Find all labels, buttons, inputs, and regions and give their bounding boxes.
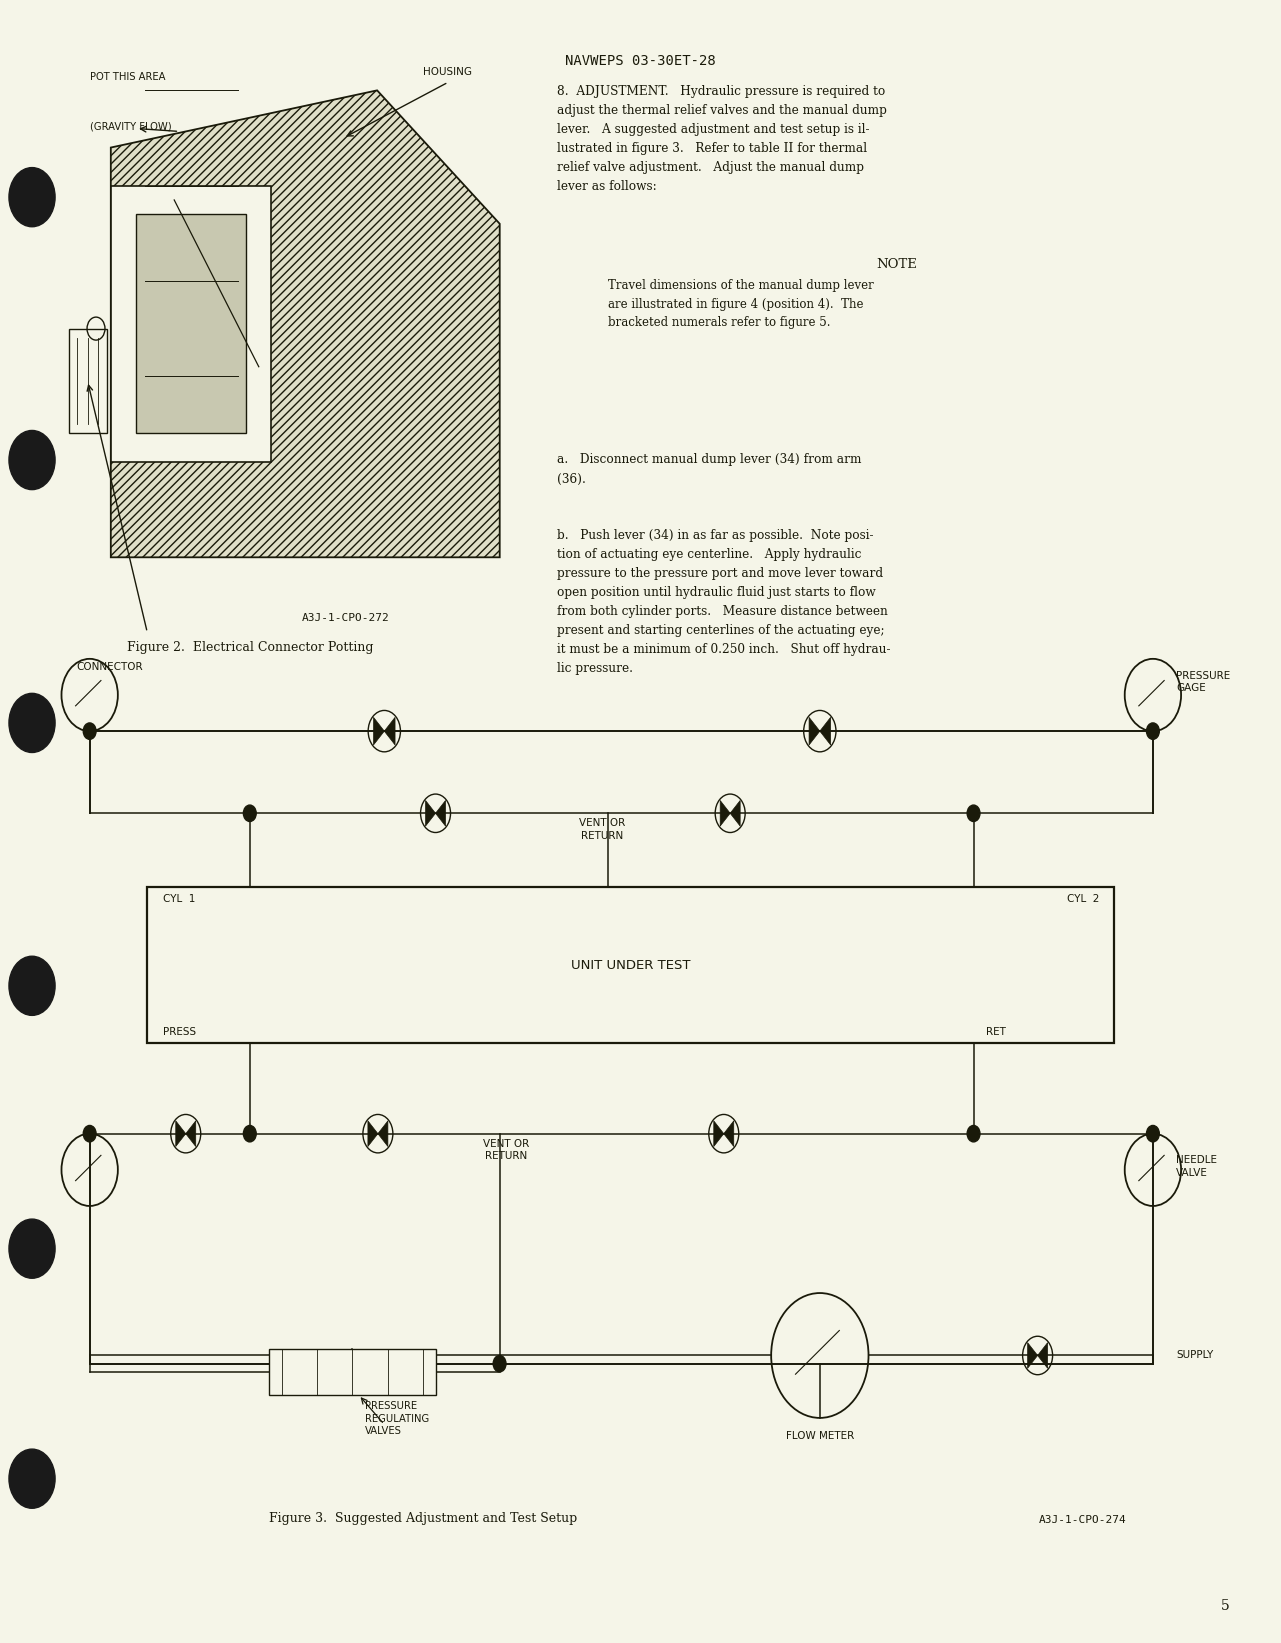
Text: CYL  1: CYL 1 — [163, 894, 195, 904]
Text: CYL  2: CYL 2 — [1067, 894, 1099, 904]
Polygon shape — [810, 718, 820, 744]
Polygon shape — [374, 718, 384, 744]
Text: PRESSURE
GAGE: PRESSURE GAGE — [1176, 670, 1230, 693]
Circle shape — [967, 805, 980, 822]
Text: HOUSING: HOUSING — [423, 67, 471, 77]
Polygon shape — [714, 1121, 724, 1147]
Text: POT THIS AREA: POT THIS AREA — [90, 72, 165, 82]
Text: NOTE: NOTE — [876, 258, 917, 271]
Circle shape — [83, 1125, 96, 1142]
Bar — [269, 1349, 436, 1395]
Text: FLOW METER: FLOW METER — [785, 1431, 854, 1441]
Circle shape — [9, 168, 55, 227]
Text: RET: RET — [986, 1027, 1007, 1037]
Text: SUPPLY: SUPPLY — [1176, 1351, 1213, 1360]
Polygon shape — [730, 800, 740, 826]
Text: b.   Push lever (34) in as far as possible.  Note posi-
tion of actuating eye ce: b. Push lever (34) in as far as possible… — [557, 529, 890, 675]
Circle shape — [493, 1355, 506, 1372]
Polygon shape — [1027, 1342, 1038, 1369]
Circle shape — [83, 723, 96, 739]
Circle shape — [9, 1219, 55, 1278]
Polygon shape — [436, 800, 446, 826]
Bar — [136, 214, 246, 434]
Text: PRESSURE
REGULATING
VALVES: PRESSURE REGULATING VALVES — [365, 1401, 429, 1436]
Text: NEEDLE
VALVE: NEEDLE VALVE — [1176, 1155, 1217, 1178]
Text: VENT OR
RETURN: VENT OR RETURN — [483, 1139, 529, 1162]
Text: Figure 3.  Suggested Adjustment and Test Setup: Figure 3. Suggested Adjustment and Test … — [269, 1512, 576, 1525]
Polygon shape — [724, 1121, 734, 1147]
Text: VENT OR
RETURN: VENT OR RETURN — [579, 818, 625, 841]
Circle shape — [967, 1125, 980, 1142]
Polygon shape — [110, 90, 500, 557]
Polygon shape — [1038, 1342, 1048, 1369]
Text: UNIT UNDER TEST: UNIT UNDER TEST — [571, 960, 690, 971]
Circle shape — [243, 1125, 256, 1142]
Bar — [68, 329, 106, 434]
Bar — [147, 887, 1114, 1043]
Text: A3J-1-CPO-272: A3J-1-CPO-272 — [302, 613, 389, 623]
Text: NAVWEPS 03-30ET-28: NAVWEPS 03-30ET-28 — [565, 54, 716, 69]
Text: A3J-1-CPO-274: A3J-1-CPO-274 — [1039, 1515, 1126, 1525]
Polygon shape — [175, 1121, 186, 1147]
Text: CONNECTOR: CONNECTOR — [77, 662, 143, 672]
Circle shape — [1146, 723, 1159, 739]
Circle shape — [9, 1449, 55, 1508]
Circle shape — [9, 956, 55, 1015]
Circle shape — [1146, 1125, 1159, 1142]
Circle shape — [243, 805, 256, 822]
Text: (GRAVITY FLOW): (GRAVITY FLOW) — [90, 122, 172, 131]
Circle shape — [9, 693, 55, 752]
Text: Figure 2.  Electrical Connector Potting: Figure 2. Electrical Connector Potting — [127, 641, 373, 654]
Text: Travel dimensions of the manual dump lever
are illustrated in figure 4 (position: Travel dimensions of the manual dump lev… — [608, 279, 874, 329]
Polygon shape — [384, 718, 395, 744]
Circle shape — [9, 430, 55, 490]
Polygon shape — [820, 718, 830, 744]
Text: a.   Disconnect manual dump lever (34) from arm
(36).: a. Disconnect manual dump lever (34) fro… — [557, 453, 862, 485]
Polygon shape — [425, 800, 436, 826]
Polygon shape — [378, 1121, 388, 1147]
Text: 8.  ADJUSTMENT.   Hydraulic pressure is required to
adjust the thermal relief va: 8. ADJUSTMENT. Hydraulic pressure is req… — [557, 85, 888, 194]
Bar — [110, 186, 272, 462]
Polygon shape — [720, 800, 730, 826]
Polygon shape — [368, 1121, 378, 1147]
Text: PRESS: PRESS — [163, 1027, 196, 1037]
Text: 5: 5 — [1221, 1599, 1230, 1613]
Polygon shape — [186, 1121, 196, 1147]
